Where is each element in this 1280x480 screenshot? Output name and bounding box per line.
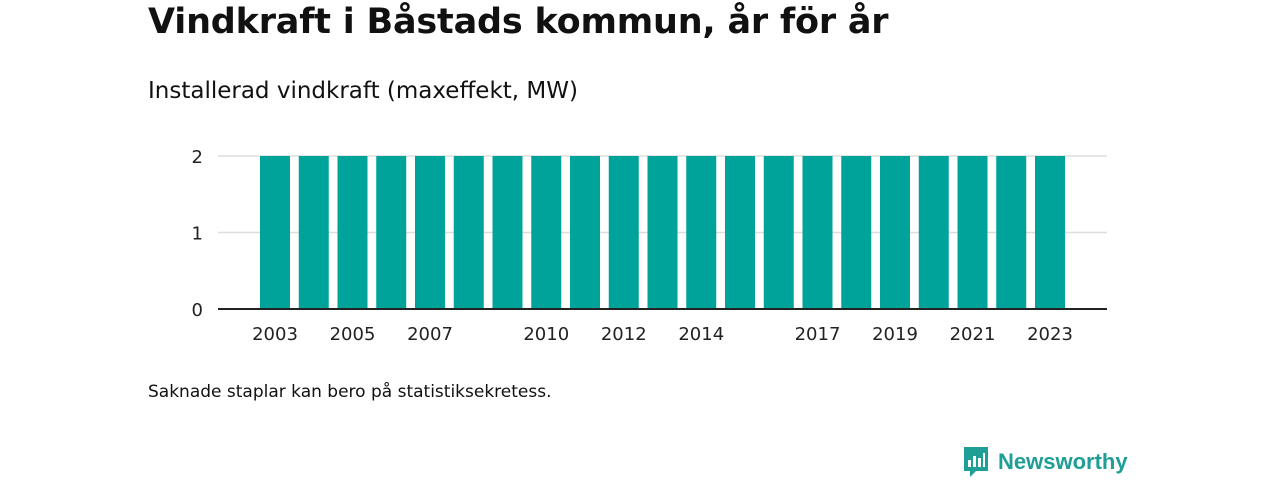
chart-subtitle: Installerad vindkraft (maxeffekt, MW) [148, 78, 578, 104]
bar-2017 [802, 156, 833, 309]
x-tick-label: 2010 [523, 324, 569, 345]
x-tick-label: 2019 [872, 324, 918, 345]
x-tick-label: 2007 [407, 324, 453, 345]
bar-2018 [841, 156, 872, 309]
bar-2023 [1035, 156, 1065, 309]
x-tick-label: 2012 [601, 324, 647, 345]
bar-2004 [298, 156, 329, 309]
bar-2022 [996, 156, 1027, 309]
bar-2012 [608, 156, 639, 309]
bar-2009 [492, 156, 523, 309]
bar-2003 [260, 156, 290, 309]
bar-2010 [531, 156, 562, 309]
x-tick-label: 2005 [330, 324, 376, 345]
bar-2015 [725, 156, 755, 309]
bar-2020 [918, 156, 949, 309]
x-tick-label: 2017 [795, 324, 841, 345]
y-tick-label: 2 [192, 147, 203, 168]
x-tick-label: 2021 [950, 324, 996, 345]
bar-2011 [570, 156, 600, 309]
newsworthy-logo-icon [964, 447, 988, 477]
chart-title: Vindkraft i Båstads kommun, år för år [148, 2, 889, 42]
brand-logo: Newsworthy [962, 445, 1128, 479]
x-tick-label: 2014 [678, 324, 724, 345]
bar-2007 [415, 156, 445, 309]
x-tick-labels: 2003 2005 2007 2010 2012 2014 2017 2019 2021 2023 [252, 324, 1073, 345]
bar-2006 [376, 156, 407, 309]
bar-2005 [337, 156, 368, 309]
bar-2019 [880, 156, 910, 309]
y-tick-label: 0 [192, 300, 203, 321]
footnote: Saknade staplar kan bero på statistiksek… [148, 382, 552, 402]
bars [260, 156, 1065, 309]
x-tick-label: 2023 [1027, 324, 1073, 345]
bar-2016 [763, 156, 794, 309]
bar-2014 [686, 156, 717, 309]
x-tick-label: 2003 [252, 324, 298, 345]
y-tick-labels: 0 1 2 [192, 147, 203, 321]
y-tick-label: 1 [192, 224, 203, 245]
bar-2021 [957, 156, 988, 309]
bar-2013 [647, 156, 678, 309]
brand-name: Newsworthy [998, 449, 1128, 474]
bar-2008 [453, 156, 484, 309]
bar-chart: 0 1 2 2003 2005 2007 2010 2012 2014 2017 2019 2021… [192, 147, 1107, 345]
